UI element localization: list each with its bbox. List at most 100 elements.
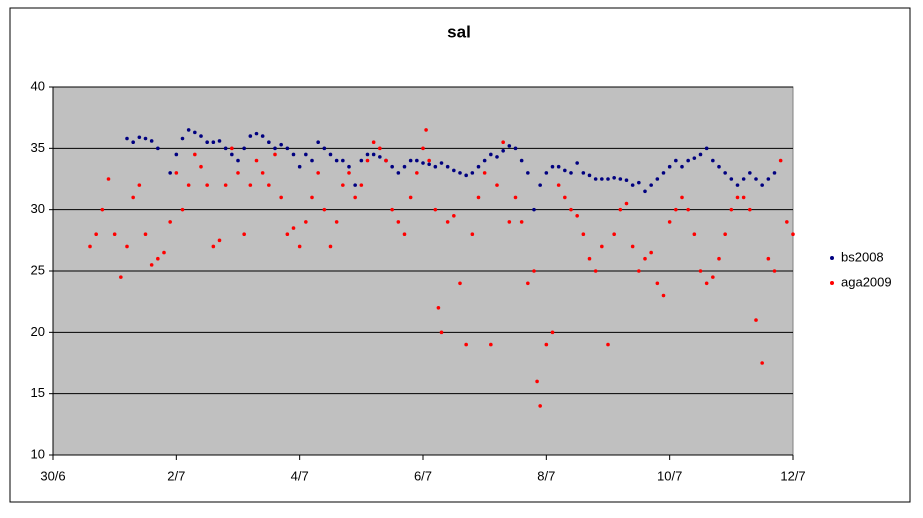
- data-point: [519, 220, 524, 224]
- data-point: [205, 183, 209, 187]
- data-point: [630, 244, 635, 249]
- data-point: [550, 164, 555, 169]
- data-point: [193, 130, 197, 135]
- data-point: [711, 275, 715, 279]
- data-point: [267, 140, 271, 144]
- data-point: [291, 226, 296, 230]
- data-point: [199, 134, 203, 138]
- data-point: [285, 232, 290, 236]
- data-point: [371, 152, 376, 157]
- data-point: [482, 158, 487, 163]
- data-point: [538, 404, 542, 408]
- data-point: [230, 152, 234, 157]
- y-tick-label: 40: [31, 78, 45, 93]
- data-point: [254, 158, 259, 163]
- data-point: [476, 164, 481, 169]
- data-point: [119, 275, 123, 279]
- data-point: [729, 177, 734, 181]
- data-point: [667, 164, 672, 169]
- data-point: [445, 164, 450, 169]
- data-point: [772, 171, 777, 175]
- data-point: [538, 183, 542, 187]
- data-point: [211, 140, 216, 144]
- legend-label: aga2009: [841, 274, 892, 289]
- data-point: [575, 161, 579, 165]
- data-point: [686, 207, 690, 212]
- y-tick-label: 35: [31, 140, 45, 155]
- data-point: [593, 269, 598, 273]
- data-point: [279, 195, 283, 200]
- x-tick-label: 2/7: [167, 468, 185, 483]
- data-point: [273, 146, 277, 151]
- data-point: [149, 139, 154, 143]
- data-point: [137, 183, 142, 187]
- y-tick-label: 25: [31, 262, 45, 277]
- data-point: [359, 183, 364, 187]
- data-point: [378, 146, 382, 151]
- legend-label: bs2008: [841, 249, 884, 264]
- data-point: [402, 164, 407, 169]
- data-point: [347, 171, 351, 175]
- data-point: [353, 183, 357, 187]
- data-point: [489, 342, 493, 347]
- data-point: [186, 128, 191, 132]
- data-point: [600, 177, 604, 181]
- data-point: [711, 158, 715, 163]
- data-point: [643, 256, 647, 261]
- x-tick-label: 12/7: [780, 468, 805, 483]
- data-point: [328, 244, 333, 249]
- data-point: [193, 152, 197, 157]
- data-point: [390, 164, 394, 169]
- data-point: [359, 158, 364, 163]
- data-point: [402, 232, 407, 236]
- data-point: [304, 220, 308, 224]
- data-point: [791, 232, 795, 236]
- data-point: [532, 207, 536, 212]
- data-point: [637, 180, 641, 185]
- data-point: [211, 244, 216, 249]
- data-point: [649, 183, 653, 187]
- data-point: [624, 201, 629, 206]
- y-tick-label: 20: [31, 324, 45, 339]
- data-point: [698, 152, 703, 157]
- data-point: [729, 207, 734, 212]
- data-point: [421, 146, 425, 151]
- x-tick-label: 6/7: [414, 468, 432, 483]
- data-point: [704, 281, 709, 286]
- data-point: [384, 158, 388, 163]
- data-point: [125, 136, 129, 141]
- data-point: [735, 195, 740, 200]
- data-point: [544, 171, 549, 175]
- data-point: [353, 195, 357, 200]
- data-point: [501, 140, 505, 144]
- data-point: [156, 256, 160, 261]
- data-point: [556, 164, 561, 169]
- data-point: [717, 256, 721, 261]
- data-point: [452, 214, 456, 218]
- data-point: [273, 152, 277, 157]
- data-point: [236, 158, 240, 163]
- data-point: [772, 269, 777, 273]
- data-point: [507, 220, 512, 224]
- data-point: [156, 146, 160, 151]
- data-point: [254, 131, 259, 136]
- data-point: [692, 156, 697, 160]
- data-point: [408, 195, 413, 200]
- data-point: [760, 361, 764, 365]
- data-point: [686, 158, 690, 163]
- data-point: [236, 171, 240, 175]
- chart-title: sal: [447, 22, 471, 41]
- data-point: [563, 168, 567, 173]
- data-point: [424, 128, 428, 132]
- data-point: [334, 158, 339, 163]
- data-point: [575, 214, 579, 218]
- data-point: [439, 161, 444, 165]
- data-point: [785, 220, 789, 224]
- data-point: [94, 232, 98, 236]
- data-point: [408, 158, 413, 163]
- data-point: [162, 250, 166, 255]
- y-tick-label: 10: [31, 446, 45, 461]
- legend-marker: [830, 256, 834, 260]
- data-point: [692, 232, 697, 236]
